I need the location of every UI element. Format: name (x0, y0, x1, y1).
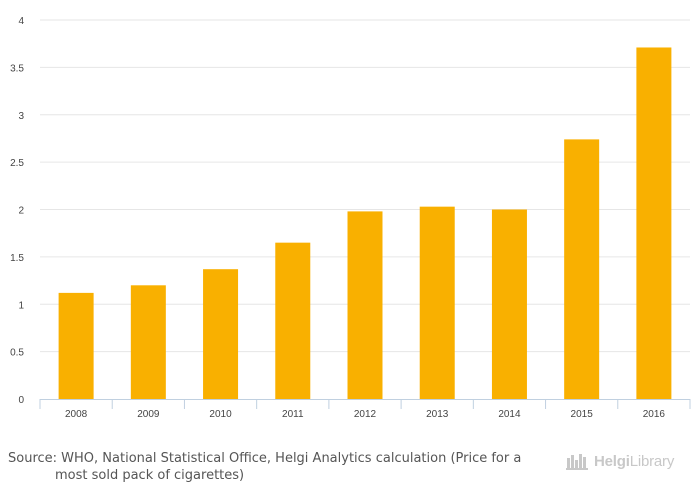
logo-text-helgi: Helgi (594, 452, 630, 470)
x-tick-label: 2009 (137, 409, 160, 420)
x-tick-label: 2008 (65, 409, 88, 420)
logo-text: HelgiLibrary (594, 453, 674, 470)
logo-text-library: Library (629, 452, 675, 470)
helgi-library-logo: HelgiLibrary (566, 450, 674, 472)
bar (491, 209, 527, 399)
x-tick-label: 2014 (498, 409, 521, 420)
y-tick-label: 0.5 (10, 348, 24, 359)
source-line-1: Source: WHO, National Statistical Office… (8, 451, 522, 466)
y-tick-label: 3 (18, 111, 24, 122)
bars (58, 47, 672, 399)
y-axis-tick-labels: 0 0.5 1 1.5 2 2.5 3 3.5 4 (10, 16, 24, 406)
x-axis-tick-labels: 2008 2009 2010 2011 2012 2013 2014 2015 2016 (65, 409, 665, 420)
bar (347, 211, 383, 399)
x-tick-label: 2016 (643, 409, 666, 420)
source-note: Source: WHO, National Statistical Office… (8, 450, 528, 484)
bar (275, 242, 311, 399)
y-tick-label: 4 (18, 16, 24, 27)
y-tick-label: 2 (18, 206, 24, 217)
bar (636, 47, 672, 399)
bar (58, 292, 94, 399)
y-tick-label: 3.5 (10, 63, 24, 74)
bar-chart: 00.511.522.533.54 2008 2009 2010 2011 2012 20… (10, 16, 691, 420)
source-line-2: most sold pack of cigarettes) (55, 468, 245, 483)
x-tick-label: 2012 (354, 409, 377, 420)
x-tick-label: 2010 (209, 409, 232, 420)
x-axis (39, 399, 691, 409)
y-tick-label: 2.5 (10, 158, 24, 169)
bar (130, 285, 166, 399)
library-logo-icon (566, 454, 588, 470)
bar (203, 269, 239, 399)
y-tick-label: 1 (18, 300, 24, 311)
bar (564, 139, 600, 399)
y-tick-label: 0 (18, 395, 24, 406)
x-tick-label: 2015 (571, 409, 594, 420)
bar (419, 206, 455, 399)
x-tick-label: 2013 (426, 409, 449, 420)
y-tick-label: 1.5 (10, 253, 24, 264)
x-tick-label: 2011 (282, 409, 304, 420)
